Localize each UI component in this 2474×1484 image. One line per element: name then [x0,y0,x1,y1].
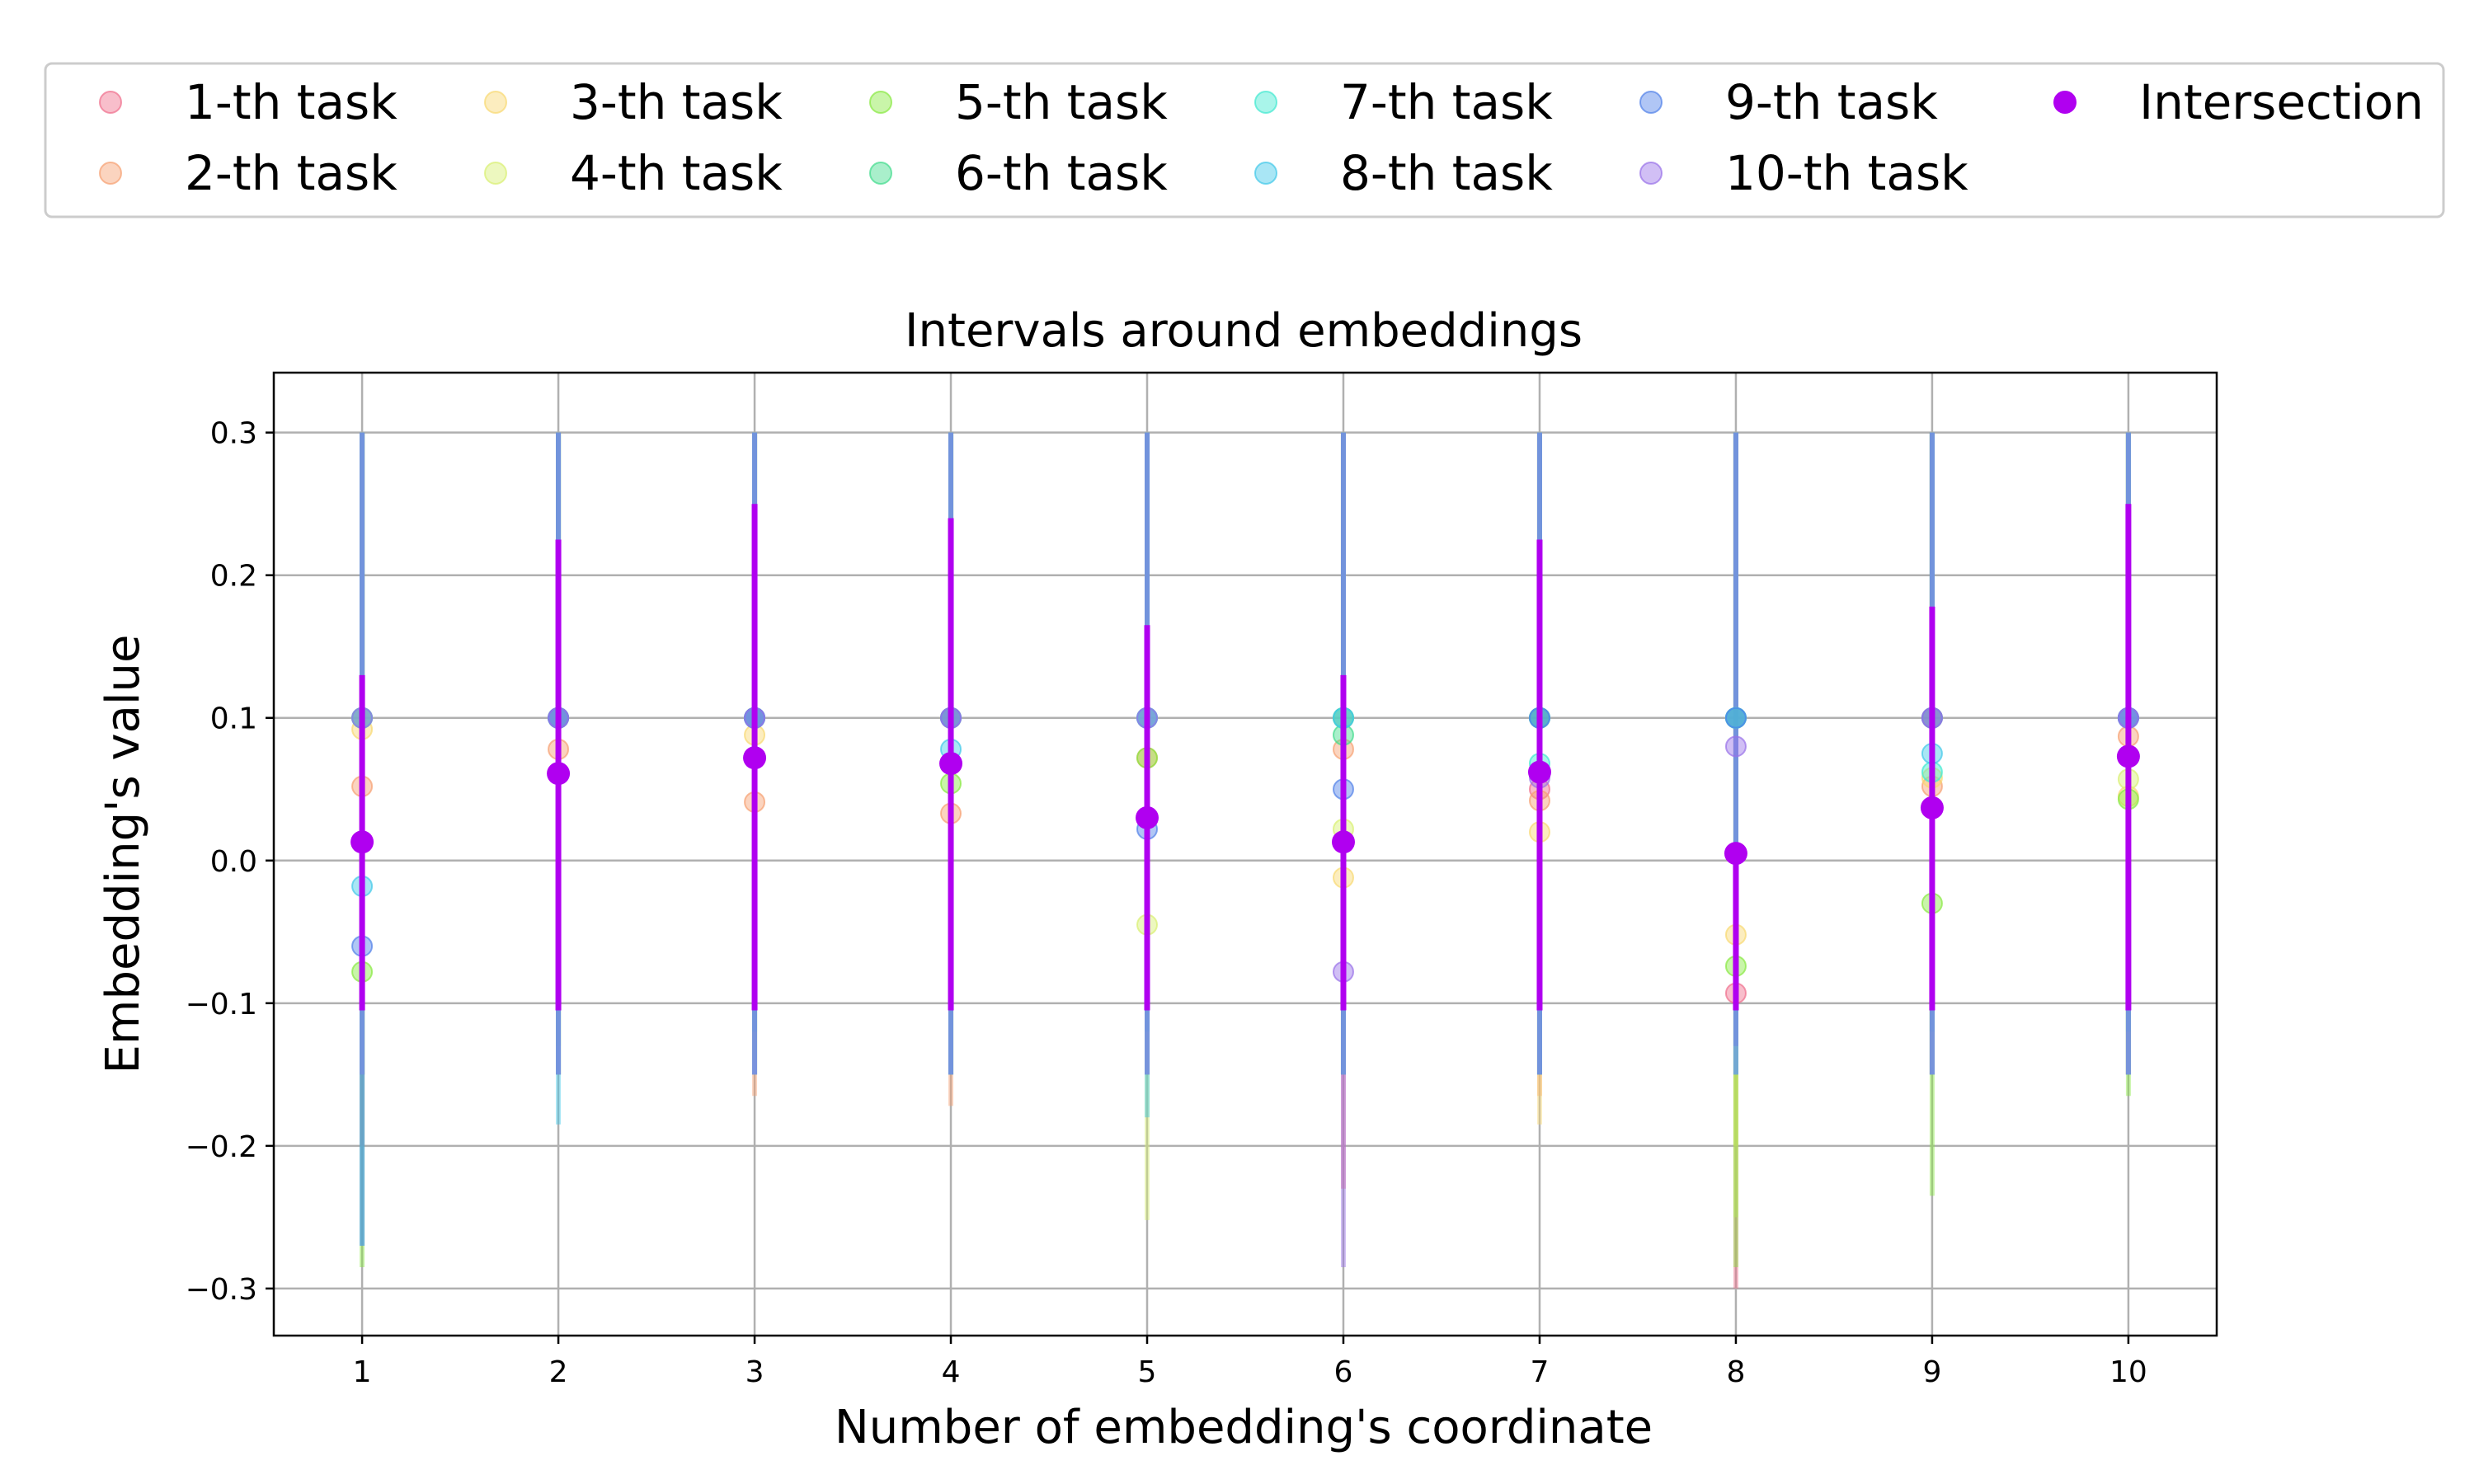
legend-item: 8-th task [1254,145,1553,201]
ticks: −0.3 −0.2 −0.1 0.0 0.1 0.2 0.3 1 2 3 4 5 6 7 8 9 10 [186,417,2147,1389]
legend-item: 2-th task [99,145,397,201]
y-tick-label: 0.1 [210,702,257,736]
series-layer [350,432,2140,1289]
y-tick-label: 0.2 [210,560,257,594]
legend-marker [484,91,507,114]
data-point [1724,707,1747,729]
legend-label: 6-th task [955,145,1168,201]
y-tick-label: −0.1 [186,988,257,1021]
legend-item: 10-th task [1639,145,1968,201]
legend-marker [1254,162,1277,185]
legend-marker [1639,162,1663,185]
legend-label: Intersection [2139,74,2424,130]
legend-marker [1639,91,1663,114]
x-tick-label: 5 [1138,1355,1157,1389]
x-tick-label: 6 [1334,1355,1353,1389]
legend-marker [869,162,892,185]
x-tick-label: 9 [1922,1355,1941,1389]
intersection-point [1527,760,1551,784]
y-tick-label: 0.3 [210,417,257,451]
x-tick-label: 2 [549,1355,568,1389]
x-tick-label: 7 [1531,1355,1550,1389]
legend-item: 5-th task [869,74,1168,130]
y-tick-label: −0.3 [186,1273,257,1307]
intersection-point [1724,842,1747,866]
chart-title: Intervals around embeddings [905,304,1583,358]
legend-label: 3-th task [570,74,783,130]
intersection-point [743,746,767,770]
legend-marker [484,162,507,185]
legend-marker [99,91,122,114]
legend-label: 1-th task [185,74,397,130]
legend-item: 7-th task [1254,74,1553,130]
intersection-point [2116,744,2140,768]
legend-label: 9-th task [1725,74,1938,130]
legend-item: 4-th task [484,145,783,201]
intersection-point [547,762,571,786]
y-tick-label: −0.2 [186,1130,257,1164]
legend-item: 9-th task [1639,74,1938,130]
legend-marker [869,91,892,114]
x-tick-label: 1 [353,1355,372,1389]
intersection-series [350,504,2140,1011]
x-tick-label: 3 [745,1355,764,1389]
x-tick-label: 4 [942,1355,961,1389]
legend-label: 10-th task [1725,145,1968,201]
intersection-point [1331,830,1355,854]
x-tick-label: 10 [2109,1355,2147,1389]
legend-label: 4-th task [570,145,783,201]
y-tick-label: 0.0 [210,845,257,879]
x-axis-label: Number of embedding's coordinate [835,1401,1653,1454]
legend: 1-th task 2-th task 3-th task 4-th task 5-th… [44,62,2445,218]
data-point [1724,735,1747,758]
legend-item: 1-th task [99,74,397,130]
legend-label: 5-th task [955,74,1168,130]
legend-marker [2053,91,2077,114]
intersection-point [350,830,374,854]
legend-item: 6-th task [869,145,1168,201]
plot-area: −0.3 −0.2 −0.1 0.0 0.1 0.2 0.3 1 2 3 4 5 6 7 8 9 10 [186,371,2218,1389]
x-tick-label: 8 [1726,1355,1745,1389]
legend-item: Intersection [2053,74,2424,130]
plot-frame [272,371,2218,1337]
legend-marker [1254,91,1277,114]
legend-frame [44,62,2445,218]
plot-background [274,373,2217,1336]
y-axis-label: Embedding's value [96,635,150,1074]
legend-label: 7-th task [1340,74,1553,130]
legend-marker [99,162,122,185]
legend-label: 8-th task [1340,145,1553,201]
legend-label: 2-th task [185,145,397,201]
legend-item: 3-th task [484,74,783,130]
intersection-point [1920,796,1944,819]
intersection-point [939,752,963,776]
intersection-point [1136,805,1159,829]
